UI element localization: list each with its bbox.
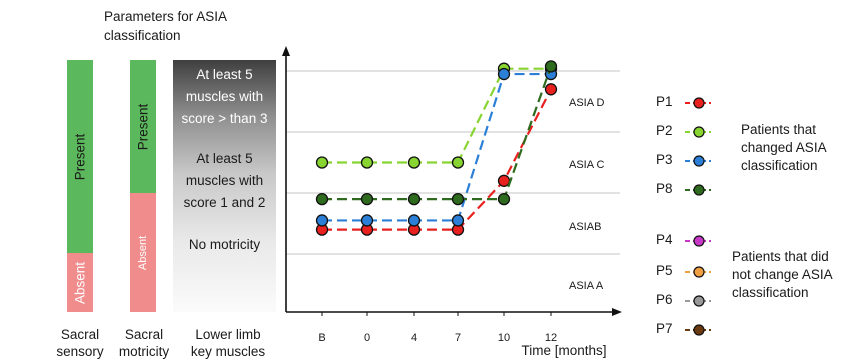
chart-series (315, 60, 558, 236)
x-tick-label-5: 12 (545, 332, 557, 344)
series-line-p2 (322, 67, 551, 164)
point-p8-0 (315, 192, 329, 206)
label-lower-limb-key-muscles: Lower limb key muscles (190, 327, 266, 359)
legend-dot-p6 (693, 295, 705, 307)
legend-marker-p8 (685, 184, 711, 196)
sacral-sensory-present-segment: Present (67, 60, 93, 253)
point-p3-3 (451, 214, 465, 227)
legend-dot-p2 (693, 126, 705, 138)
level-label-1: ASIA A (569, 280, 604, 292)
legend-dot-p4 (693, 235, 705, 247)
legend-label-p8: P8 (656, 181, 673, 196)
label-sacral-motricity: Sacral motricity (118, 327, 170, 359)
legend-marker-p5 (685, 266, 711, 278)
gradient-text-score-1-2: At least 5 muscles with score 1 and 2 (183, 151, 266, 210)
legend-marker-p6 (685, 295, 711, 307)
sacral-motricity-present-segment: Present (130, 60, 156, 193)
point-p1-4 (497, 174, 511, 187)
point-p3-4 (497, 67, 511, 81)
legend-label-p2: P2 (656, 123, 673, 138)
chart-grid (286, 70, 620, 255)
asia-level-labels: ASIA A ASIAB ASIA C ASIA D (569, 97, 605, 292)
sacral-motricity-absent-segment: Absent (130, 193, 156, 312)
legend-note-unchanged: Patients that did not change ASIA classi… (732, 249, 832, 300)
point-p3-0 (315, 214, 329, 227)
point-p8-5 (544, 60, 558, 73)
series-line-p1 (322, 88, 552, 231)
point-p2-1 (360, 156, 374, 169)
level-label-4: ASIA D (569, 97, 605, 109)
legend-label-p1: P1 (656, 94, 673, 109)
series-line-p3 (322, 72, 551, 222)
legend-marker-p1 (685, 97, 711, 109)
level-label-3: ASIA C (569, 159, 605, 171)
point-p2-0 (315, 156, 329, 169)
point-p8-4 (497, 192, 511, 206)
x-axis-arrow (612, 308, 622, 316)
level-label-2: ASIAB (569, 221, 601, 233)
series-line-p8 (322, 66, 553, 201)
legend-marker-p3 (685, 155, 711, 167)
parameters-header: Parameters for ASIA classification (104, 9, 227, 43)
x-axis-label: Time [months] (521, 343, 606, 358)
legend-marker-p7 (685, 324, 711, 336)
gradient-text-above-3: At least 5 muscles with score > than 3 (181, 67, 268, 126)
legend-label-p6: P6 (656, 292, 673, 307)
legend-marker-p2 (685, 126, 711, 138)
point-p2-2 (407, 156, 421, 169)
legend-label-p7: P7 (656, 321, 673, 336)
point-p8-3 (451, 192, 465, 206)
legend-dot-p5 (693, 266, 705, 278)
legend-dot-p3 (693, 155, 705, 167)
legend-dot-p1 (693, 97, 705, 109)
sacral-sensory-absent-segment: Absent (67, 253, 93, 312)
muscle-score-gradient: At least 5 muscles with score > than 3 A… (173, 60, 276, 312)
x-tick-label-2: 4 (411, 332, 417, 344)
point-p8-2 (407, 192, 421, 206)
point-p1-5 (544, 83, 558, 96)
x-tick-label-1: 0 (364, 332, 370, 344)
legend-label-p4: P4 (656, 232, 673, 247)
gradient-text-no-motricity: No motricity (188, 237, 261, 252)
legend-label-p3: P3 (656, 152, 673, 167)
legend-marker-p4 (685, 235, 711, 247)
label-sacral-sensory: Sacral sensory (56, 327, 104, 359)
x-tick-label-3: 7 (455, 332, 461, 344)
x-tick-label-0: B (318, 332, 325, 344)
legend-note-changed: Patients that changed ASIA classificatio… (741, 122, 826, 173)
point-p2-3 (451, 156, 465, 169)
legend-dot-p8 (693, 184, 705, 196)
point-p8-1 (360, 192, 374, 206)
legend-dot-p7 (693, 324, 705, 336)
x-tick-label-4: 10 (498, 332, 510, 344)
legend-label-p5: P5 (656, 263, 673, 278)
point-p3-2 (407, 214, 421, 227)
x-tick-labels: B 0 4 7 10 12 (318, 312, 557, 344)
y-axis-arrow (282, 46, 290, 56)
chart-axes (282, 46, 622, 316)
point-p3-1 (360, 214, 374, 227)
